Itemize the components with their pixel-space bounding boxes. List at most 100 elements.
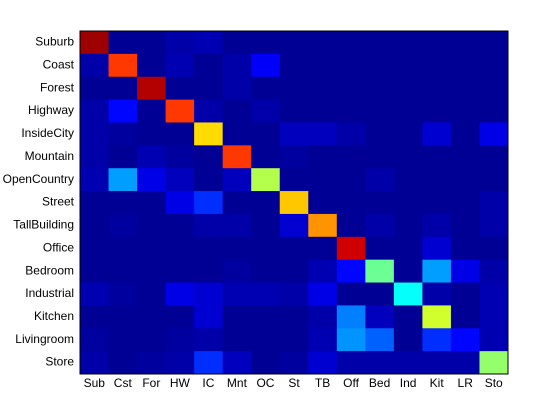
x-tick-label: Sto (485, 376, 503, 390)
heatmap-cell (137, 122, 167, 146)
heatmap-cell (422, 191, 452, 215)
heatmap-cell (251, 53, 281, 78)
heatmap-cell (165, 305, 195, 329)
heatmap-cell (308, 351, 338, 375)
heatmap-cell (422, 213, 452, 238)
heatmap-cell (251, 328, 281, 352)
heatmap-cell (365, 99, 395, 123)
heatmap-cell (479, 328, 509, 352)
heatmap-cell (479, 99, 509, 123)
heatmap-cell (479, 236, 509, 261)
heatmap-cell (393, 236, 423, 261)
heatmap-cell (194, 31, 224, 55)
heatmap-cell (251, 213, 281, 238)
heatmap-cell (165, 145, 195, 169)
heatmap-cell (108, 99, 138, 123)
heatmap-cell (194, 53, 224, 78)
heatmap-cell (222, 145, 252, 169)
y-tick-label: InsideCity (21, 126, 74, 140)
heatmap-cell (336, 76, 366, 101)
heatmap-cell (393, 53, 423, 78)
heatmap-cell (479, 213, 509, 238)
heatmap-cell (479, 191, 509, 215)
heatmap-cell (251, 282, 281, 306)
heatmap-cell (222, 99, 252, 123)
heatmap-cell (450, 328, 480, 352)
heatmap-cell (422, 53, 452, 78)
heatmap-cell (336, 328, 366, 352)
heatmap-cell (308, 213, 338, 238)
heatmap-cell (393, 99, 423, 123)
heatmap-cell (137, 31, 167, 55)
heatmap-cell (450, 122, 480, 146)
heatmap-cell (393, 213, 423, 238)
heatmap-cell (393, 282, 423, 306)
y-tick-label: Street (42, 195, 75, 209)
heatmap-cell (336, 31, 366, 55)
heatmap-cell (251, 236, 281, 261)
heatmap-cell (194, 236, 224, 261)
heatmap-cell (251, 305, 281, 329)
heatmap-cell (450, 99, 480, 123)
heatmap-cell (308, 76, 338, 101)
heatmap-cell (279, 305, 309, 329)
y-tick-label: Coast (43, 57, 75, 71)
x-tick-label: TB (315, 376, 330, 390)
heatmap-cell (137, 76, 167, 101)
heatmap-cell (365, 328, 395, 352)
heatmap-cell (336, 282, 366, 306)
heatmap-cell (393, 328, 423, 352)
heatmap-cell (393, 191, 423, 215)
heatmap-cell (450, 76, 480, 101)
heatmap-cell (137, 145, 167, 169)
heatmap-cell (422, 122, 452, 146)
heatmap-cell (222, 213, 252, 238)
heatmap-cell (336, 53, 366, 78)
heatmap-cell (336, 236, 366, 261)
y-tick-label: Mountain (25, 149, 74, 163)
heatmap-cell (365, 305, 395, 329)
heatmap-cell (336, 305, 366, 329)
heatmap-cell (393, 145, 423, 169)
heatmap-cell (222, 122, 252, 146)
heatmap-cell (222, 31, 252, 55)
heatmap-cell (251, 31, 281, 55)
heatmap-cell (422, 305, 452, 329)
heatmap-cell (251, 145, 281, 169)
y-tick-label: Forest (40, 80, 75, 94)
heatmap-cell (80, 259, 110, 284)
heatmap-cell (137, 305, 167, 329)
heatmap-cell (422, 76, 452, 101)
heatmap-cell (479, 305, 509, 329)
heatmap-cell (80, 76, 110, 101)
heatmap-cell (108, 122, 138, 146)
heatmap-cell (108, 328, 138, 352)
heatmap-cell (222, 168, 252, 192)
heatmap-cell (137, 191, 167, 215)
y-tick-label: Suburb (35, 35, 74, 49)
heatmap-cell (194, 99, 224, 123)
heatmap-cell (108, 76, 138, 101)
heatmap-cell (422, 99, 452, 123)
heatmap-cell (450, 53, 480, 78)
heatmap-cell (393, 259, 423, 284)
heatmap-cell (108, 236, 138, 261)
heatmap-cell (336, 99, 366, 123)
y-tick-label: Office (43, 240, 74, 254)
heatmap-cell (80, 213, 110, 238)
heatmap-cell (80, 191, 110, 215)
heatmap-cell (222, 191, 252, 215)
heatmap-cell (251, 259, 281, 284)
x-tick-label: Bed (369, 376, 390, 390)
x-tick-label: Off (343, 376, 359, 390)
heatmap-cell (165, 99, 195, 123)
heatmap-cell (279, 213, 309, 238)
heatmap-cell (108, 351, 138, 375)
heatmap-cell (365, 259, 395, 284)
heatmap-cell (479, 282, 509, 306)
heatmap-cell (80, 99, 110, 123)
heatmap-cell (194, 76, 224, 101)
heatmap-cell (422, 259, 452, 284)
heatmap-cell (194, 168, 224, 192)
